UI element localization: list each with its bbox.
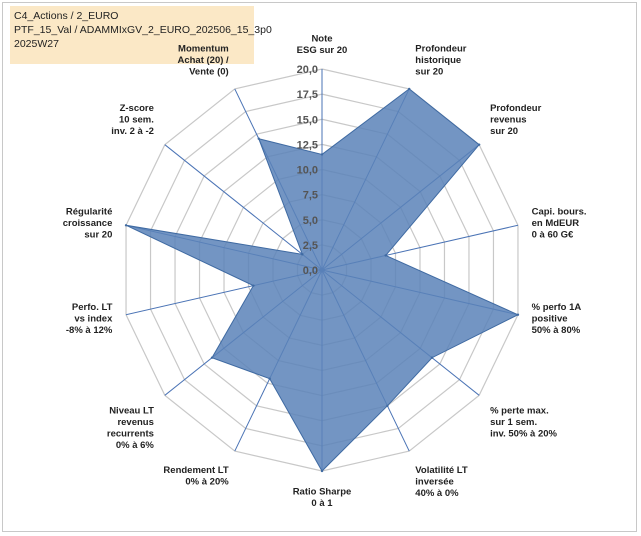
tick-label: 2,5 [303, 240, 318, 252]
data-point [268, 377, 271, 380]
data-point [408, 87, 411, 91]
tick-label: 20,0 [297, 64, 318, 76]
tick-label: 17,5 [297, 89, 318, 101]
tick-label: 15,0 [297, 114, 318, 126]
axis-label: Momentum Achat (20) / Vente (0) [177, 43, 229, 77]
portfolio-info-box: C4_Actions / 2_EURO PTF_15_Val / ADAMMIx… [10, 6, 272, 64]
radar-series [124, 87, 520, 473]
axis-label: Z-score 10 sem. inv. 2 à -2 [111, 103, 154, 137]
axis-label: Ratio Sharpe 0 à 1 [293, 487, 352, 510]
axis-label: Profondeur revenus sur 20 [490, 103, 541, 137]
axis-label: Niveau LT revenus recurrents 0% à 6% [107, 406, 155, 452]
data-point [384, 254, 387, 257]
data-point [477, 143, 481, 146]
axis-label: Capi. bours. en MdEUR 0 à 60 G€ [532, 206, 587, 240]
info-line-1: C4_Actions / 2_EURO [14, 10, 119, 22]
data-point [301, 253, 304, 256]
tick-label: 5,0 [303, 215, 318, 227]
axis-label: % perfo 1A positive 50% à 80% [532, 302, 582, 336]
data-point [516, 313, 520, 316]
data-point [386, 404, 389, 408]
tick-label: 7,5 [303, 190, 318, 202]
data-point [430, 356, 434, 359]
data-point [210, 356, 214, 359]
axis-label: Volatilité LT inversée 40% à 0% [415, 465, 468, 499]
axis-label: Note ESG sur 20 [297, 34, 348, 57]
axis-label: Régularité croissance sur 20 [63, 206, 113, 240]
axis-label: Perfo. LT vs index -8% à 12% [66, 302, 113, 336]
axis-label: % perte max. sur 1 sem. inv. 50% à 20% [490, 406, 557, 440]
axis-label: Profondeur historique sur 20 [415, 43, 466, 77]
axis-label: Rendement LT 0% à 20% [163, 465, 229, 488]
data-point [257, 137, 260, 140]
data-point [320, 153, 324, 156]
info-line-3: 2025W27 [14, 38, 59, 50]
data-point [320, 469, 324, 473]
tick-label: 12,5 [297, 139, 318, 151]
axis-spoke [164, 144, 323, 271]
info-line-2: PTF_15_Val / ADAMMIxGV_2_EURO_202506_15_… [14, 24, 272, 36]
data-point [124, 224, 128, 227]
tick-label: 10,0 [297, 165, 318, 177]
tick-label: 0,0 [303, 265, 318, 277]
radar-axis-labels: Note ESG sur 20 Profondeur historique sur 20… [63, 34, 587, 510]
radar-tick-labels: 0,0 2,5 5,0 7,5 10,0 12,5 15,0 17,5 20,0 [297, 64, 318, 277]
data-point [252, 284, 255, 287]
